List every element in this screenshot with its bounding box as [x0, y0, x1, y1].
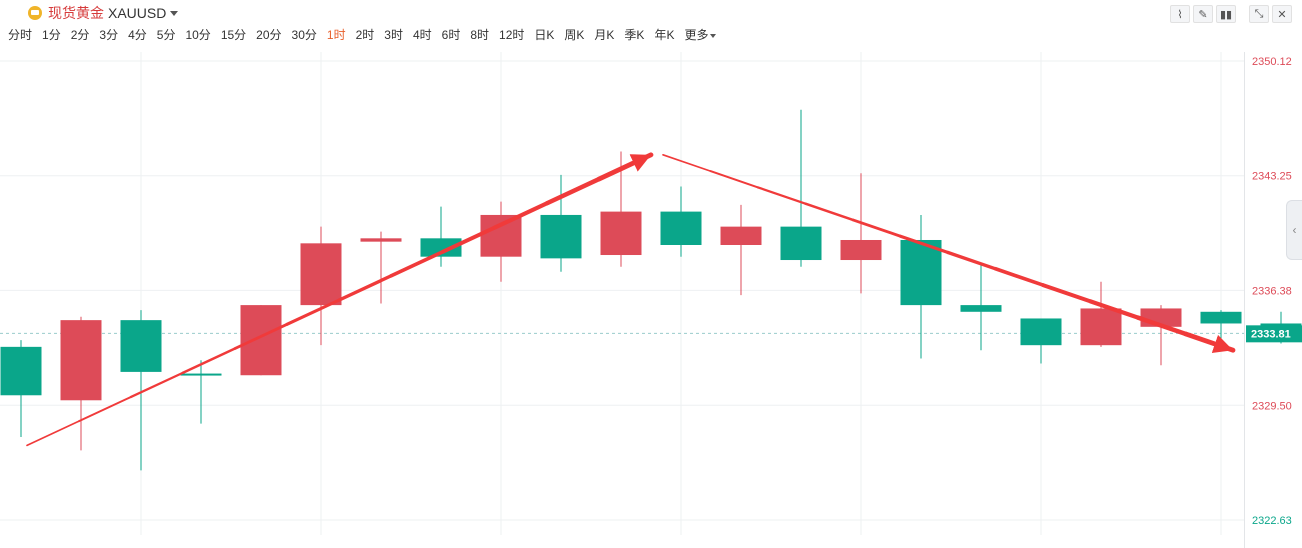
gold-coin-icon	[28, 6, 42, 20]
candle-body	[180, 373, 222, 376]
trend-arrow-segment	[233, 322, 289, 350]
trend-arrow-segment	[898, 234, 950, 255]
last-price-badge	[1246, 325, 1302, 343]
candle-style-icon: ▮▮	[1219, 8, 1233, 21]
trend-arrow-segment	[544, 176, 602, 206]
candle-body	[660, 211, 702, 246]
symbol-code: XAUUSD	[108, 5, 167, 21]
chevron-down-icon	[710, 33, 717, 38]
candle-body	[720, 226, 762, 246]
trend-arrow-segment	[756, 186, 807, 205]
y-tick-label: 2343.25	[1252, 171, 1292, 183]
candle-body	[960, 305, 1002, 312]
period-tab[interactable]: 2分	[70, 28, 90, 42]
candle-body	[780, 226, 822, 261]
candle-body	[300, 243, 342, 306]
y-tick-label: 2329.50	[1252, 400, 1292, 412]
chevron-down-icon	[170, 10, 179, 16]
y-tick-label: 2336.38	[1252, 285, 1292, 297]
candle-body	[1020, 318, 1062, 346]
trend-arrow-segment	[1041, 283, 1093, 304]
period-tabs: 分时 1分 2分 3分 4分 5分 10分 15分 20分 30分 1时 2时 3时 4时 6时 8时 12时日…	[8, 27, 726, 43]
candle-body	[120, 320, 162, 372]
candle-body	[240, 305, 282, 376]
period-tab[interactable]: 周K	[564, 28, 585, 42]
period-tab[interactable]: 30分	[291, 28, 317, 42]
period-tab[interactable]: 3分	[99, 28, 119, 42]
trend-arrow-segment	[129, 371, 185, 399]
trend-arrow-segment	[389, 249, 445, 278]
period-tab[interactable]: 12时	[499, 28, 525, 42]
period-tab[interactable]: 1时	[326, 28, 346, 42]
close-icon: ✕	[1277, 8, 1287, 21]
indicator-icon: ⌇	[1177, 8, 1183, 21]
trend-arrow-segment	[492, 201, 550, 230]
period-tab[interactable]: 5分	[156, 28, 176, 42]
top-bar: 现货黄金 XAUUSD ⌇ ✎ ▮▮ ⤡ ✕	[0, 0, 1302, 26]
period-tab[interactable]: 6时	[441, 28, 461, 42]
period-tab[interactable]: 1分	[42, 28, 61, 42]
candle-body	[900, 239, 942, 306]
candle-body	[600, 211, 642, 256]
period-tab[interactable]: 15分	[220, 28, 247, 42]
shrink-button[interactable]: ⤡	[1249, 5, 1269, 23]
candle-body	[480, 214, 522, 257]
trend-arrow-segment	[78, 395, 132, 423]
shrink-icon: ⤡	[1254, 7, 1264, 20]
close-button[interactable]: ✕	[1272, 5, 1292, 23]
trend-arrow-head	[1211, 334, 1234, 354]
symbol-name: 现货黄金	[48, 5, 104, 21]
trend-arrow-segment	[181, 347, 237, 374]
more-label: 更多	[684, 28, 709, 42]
period-tab[interactable]: 4分	[128, 28, 147, 42]
candle-body	[360, 238, 402, 242]
period-tab[interactable]: 20分	[256, 28, 282, 42]
trend-arrow-segment	[851, 218, 902, 238]
candle-body	[0, 346, 42, 396]
period-tab[interactable]: 日K	[534, 28, 555, 42]
period-tab[interactable]: 年K	[654, 28, 675, 42]
trend-arrow-head	[629, 153, 652, 172]
period-tab[interactable]: 4时	[412, 28, 432, 42]
period-tab[interactable]: 8时	[470, 28, 490, 42]
candle-body	[840, 239, 882, 261]
y-tick-label: 2350.12	[1252, 56, 1292, 68]
symbol-selector[interactable]: 现货黄金 XAUUSD	[28, 3, 179, 23]
indicator-button[interactable]: ⌇	[1170, 5, 1190, 23]
draw-button[interactable]: ✎	[1193, 5, 1213, 23]
candle-body	[1080, 308, 1122, 346]
trend-arrow-segment	[993, 266, 1045, 287]
last-price-label: 2333.81	[1251, 328, 1291, 340]
trend-arrow-segment	[1135, 315, 1188, 337]
candle-body	[1200, 311, 1242, 324]
trend-arrow-segment	[662, 153, 712, 172]
period-tab[interactable]: 月K	[594, 28, 615, 42]
trend-arrow-segment	[1088, 299, 1141, 320]
side-panel-toggle[interactable]: ‹	[1286, 200, 1302, 260]
chevron-left-icon: ‹	[1292, 223, 1297, 237]
trend-arrow-segment	[709, 170, 759, 189]
toolbar: ⌇ ✎ ▮▮ ⤡ ✕	[1170, 5, 1292, 23]
period-tab[interactable]: 分时	[8, 28, 33, 42]
period-tab[interactable]: 3时	[384, 28, 403, 42]
period-tab[interactable]: 季K	[624, 28, 645, 42]
period-tab[interactable]: 10分	[185, 28, 211, 42]
candle-body	[60, 320, 102, 401]
candle-body	[420, 238, 462, 257]
trend-arrow-segment	[441, 225, 497, 254]
trend-arrow-segment	[804, 202, 855, 222]
trend-arrow-segment	[26, 420, 80, 447]
trend-arrow-segment	[1183, 331, 1236, 353]
period-tab[interactable]: 2时	[355, 28, 375, 42]
trend-arrow-segment	[946, 250, 998, 271]
candle-body	[540, 214, 582, 259]
trend-arrow-segment	[285, 298, 341, 326]
y-tick-label: 2322.63	[1252, 515, 1292, 527]
candle-style-button[interactable]: ▮▮	[1216, 5, 1236, 23]
more-periods-dropdown[interactable]: 更多	[684, 27, 717, 43]
draw-icon: ✎	[1198, 8, 1208, 21]
trend-arrow-segment	[337, 274, 393, 302]
